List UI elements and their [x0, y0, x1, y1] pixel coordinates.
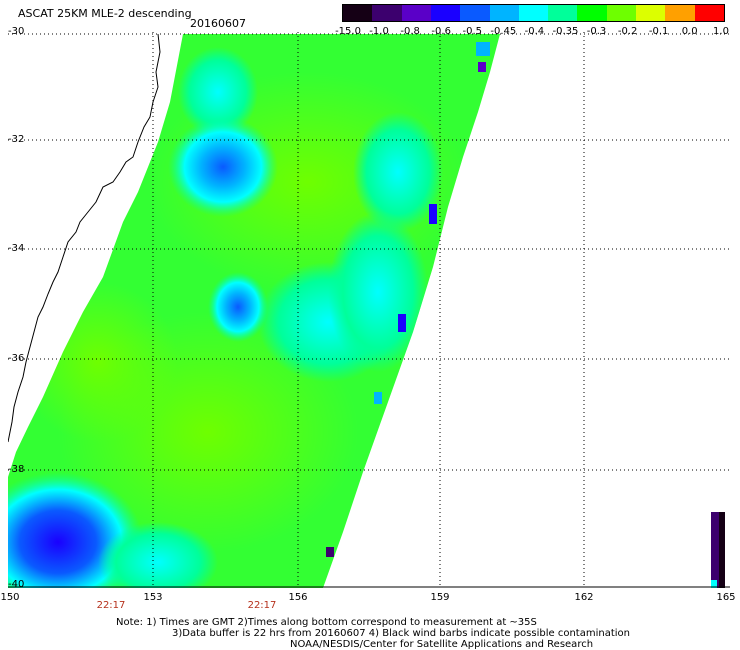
colorbar-label: -0.2	[617, 26, 638, 37]
graticule	[8, 32, 730, 588]
colorbar-label: -0.5	[462, 26, 483, 37]
colorbar-segment	[372, 5, 403, 21]
colorbar-label: 0.0	[681, 26, 698, 37]
colorbar-label: -0.3	[586, 26, 607, 37]
lat-label: -38	[8, 464, 25, 475]
lat-label: -32	[8, 134, 25, 145]
lon-label: 165	[716, 592, 736, 603]
colorbar-segment	[430, 5, 462, 21]
swath-map	[8, 32, 730, 588]
coastline	[8, 33, 161, 443]
colorbar-segment	[577, 5, 608, 21]
lon-label: 153	[143, 592, 163, 603]
colorbar-label: -15.0	[335, 26, 361, 37]
colorbar-label: -0.4	[524, 26, 545, 37]
lon-label: 156	[288, 592, 308, 603]
colorbar-segment	[401, 5, 432, 21]
colorbar-label: -0.35	[552, 26, 579, 37]
colorbar-segment	[489, 5, 520, 21]
lat-label: -40	[8, 579, 25, 590]
colorbar-segment	[518, 5, 550, 21]
lon-label: 150	[0, 592, 20, 603]
note-line-3: NOAA/NESDIS/Center for Satellite Applica…	[290, 639, 594, 650]
lat-label: -36	[8, 353, 25, 364]
time-label: 22:17	[96, 600, 126, 611]
colorbar	[342, 4, 725, 22]
colorbar-segment	[694, 5, 724, 21]
colorbar-segment	[460, 5, 491, 21]
swath-data	[8, 34, 500, 588]
swath-edge-strip	[711, 512, 719, 588]
note-line-1: Note: 1) Times are GMT 2)Times along bot…	[116, 617, 537, 628]
colorbar-label: -0.8	[400, 26, 420, 37]
lat-label: -30	[8, 26, 25, 37]
colorbar-label: 1.0	[713, 26, 729, 37]
time-label: 22:17	[247, 600, 277, 611]
colorbar-segment	[548, 5, 579, 21]
colorbar-label: -0.6	[431, 26, 451, 37]
note-line-2: 3)Data buffer is 22 hrs from 20160607 4)…	[172, 628, 630, 639]
colorbar-segment	[606, 5, 638, 21]
chart-title: ASCAT 25KM MLE-2 descending	[18, 7, 192, 20]
colorbar-segment	[665, 5, 696, 21]
lat-label: -34	[8, 243, 25, 254]
colorbar-label: -0.1	[648, 26, 669, 37]
lon-label: 162	[574, 592, 594, 603]
date-label: 20160607	[190, 17, 246, 30]
colorbar-segment	[636, 5, 667, 21]
lon-label: 159	[430, 592, 450, 603]
colorbar-segment	[343, 5, 374, 21]
colorbar-label: -1.0	[369, 26, 389, 37]
colorbar-label: -0.45	[490, 26, 517, 37]
